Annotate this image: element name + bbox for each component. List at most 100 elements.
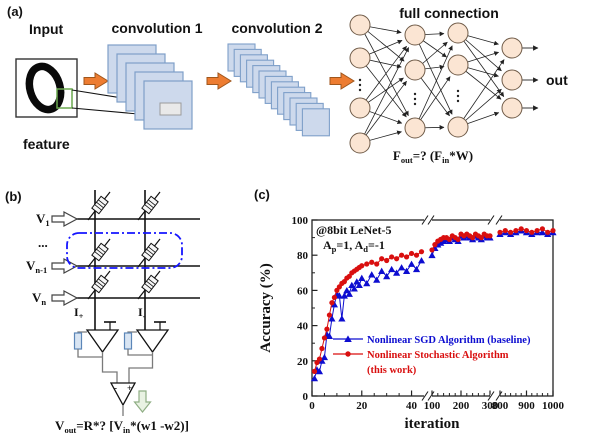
svg-text:100: 100 [424, 400, 441, 412]
data-point-triangle [417, 257, 426, 264]
mnist-digit-zero [25, 62, 65, 114]
fc-connection [457, 59, 505, 128]
data-point-triangle [388, 265, 396, 273]
i-plus-label: I+ [74, 305, 84, 321]
data-point-circle [408, 250, 415, 257]
svg-text:0: 0 [303, 391, 309, 403]
feedback-resistor [123, 332, 133, 350]
data-point-circle [529, 229, 535, 235]
neuron-node [404, 117, 426, 139]
svg-text:0: 0 [309, 400, 315, 412]
svg-text:20: 20 [356, 400, 368, 412]
svg-text:40: 40 [297, 321, 309, 333]
data-point-circle [331, 294, 337, 301]
chart-series [310, 226, 557, 382]
neuron-node [447, 54, 469, 76]
data-point-triangle [320, 353, 329, 361]
data-point-circle [502, 227, 508, 234]
legend-circle-icon [345, 351, 351, 357]
neuron-node [349, 97, 371, 119]
neuron-node [404, 24, 426, 46]
difference-amplifier [109, 382, 137, 407]
panel-b-label: (b) [5, 189, 22, 204]
neuron-node [501, 37, 523, 59]
data-point-circle [539, 226, 545, 232]
conv1-receptive-patch [159, 102, 182, 116]
neuron-node [501, 69, 523, 91]
data-point-triangle [348, 281, 356, 289]
conv2-map [301, 108, 330, 137]
feedback-resistor [73, 332, 83, 350]
data-point-circle [523, 227, 530, 234]
ellipsis-dot [456, 94, 460, 98]
memristor-icon [87, 270, 111, 300]
legend-label-this-work: (this work) [367, 365, 417, 376]
data-point-circle [394, 256, 400, 262]
data-point-circle [364, 261, 370, 267]
fc-connection [359, 45, 407, 109]
svg-text:200: 200 [453, 400, 470, 412]
ellipsis-dot [413, 102, 417, 106]
annotation-lenet: @8bit LeNet-5 [316, 223, 391, 237]
panel-a-cnn-diagram: (a) Input convolution 1 convolution 2 fu… [7, 4, 568, 165]
data-point-triangle [345, 290, 353, 297]
opamp-1 [85, 329, 120, 354]
svg-text:800: 800 [492, 400, 509, 412]
opamp2-output-wire [128, 352, 154, 383]
svg-text:40: 40 [406, 400, 418, 412]
data-point-circle [403, 254, 410, 260]
fc-connection [359, 80, 407, 144]
data-point-triangle [437, 239, 445, 246]
annotation-ap-ad: Ap=1, Ad=-1 [323, 238, 385, 254]
i-minus-label: I- [138, 305, 146, 321]
input-arrow-icon [51, 289, 79, 307]
data-point-triangle [538, 228, 546, 236]
svg-text:1000: 1000 [542, 400, 565, 412]
ellipsis-label: ... [38, 235, 48, 250]
memristor-icon [137, 238, 161, 268]
data-point-triangle [310, 375, 319, 382]
neuron-node [349, 47, 371, 69]
neuron-node [404, 59, 426, 81]
data-point-circle [413, 252, 420, 258]
data-point-circle [518, 226, 524, 232]
v1-label: V1 [36, 211, 50, 228]
data-point-circle [329, 300, 335, 306]
panel-a-label: (a) [7, 4, 23, 19]
data-point-circle [429, 247, 435, 253]
data-point-circle [497, 229, 503, 235]
conv1-map [143, 80, 193, 130]
data-point-circle [379, 256, 385, 262]
data-point-triangle [343, 287, 351, 294]
data-point-circle [374, 261, 380, 267]
svg-text:900: 900 [518, 400, 535, 412]
vout-formula: Vout=R*? [Vin*(w1 -w2)] [55, 418, 189, 435]
svg-text:100: 100 [292, 215, 309, 227]
data-point-triangle [358, 274, 366, 281]
data-point-circle [513, 227, 519, 234]
data-point-triangle [335, 292, 343, 299]
feedback-wire [77, 349, 102, 358]
panel-b-crossbar-circuit: (b) V1 ... Vn-1 Vn I+ I- [5, 189, 200, 435]
fully-connected-network [349, 14, 539, 154]
conv2-label: convolution 2 [232, 20, 323, 36]
neuron-node [349, 14, 371, 36]
ellipsis-dot [413, 92, 417, 96]
data-point-triangle [398, 264, 406, 271]
out-label: out [546, 72, 568, 88]
data-point-triangle [325, 332, 334, 340]
data-point-circle [319, 345, 325, 352]
data-point-circle [545, 229, 551, 235]
data-point-circle [418, 249, 425, 255]
data-point-triangle [440, 237, 448, 245]
legend-triangle-icon [344, 335, 352, 342]
fc-connection [414, 34, 453, 115]
conv2-feature-maps [227, 43, 330, 137]
panel-c-label: (c) [254, 187, 270, 202]
output-arrow-icon [133, 390, 152, 413]
svg-text:60: 60 [297, 285, 309, 297]
data-point-triangle [340, 292, 348, 299]
data-point-circle [369, 259, 375, 265]
